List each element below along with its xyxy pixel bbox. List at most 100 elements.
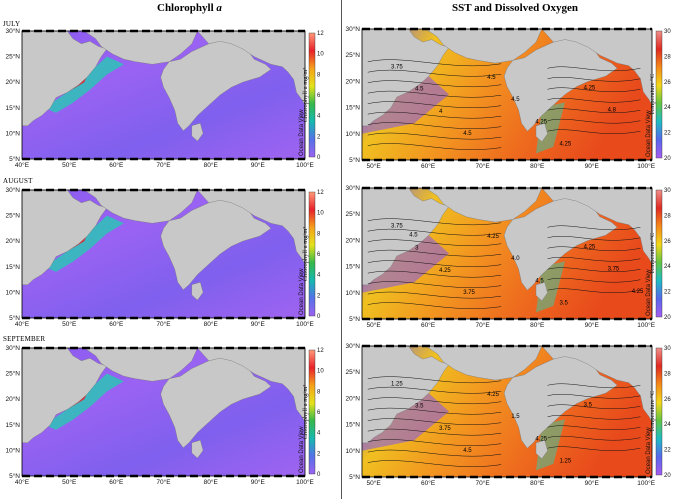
contour-label: 4.25 — [439, 268, 451, 274]
colorbar-title: Chlorophyll a mg/m³ — [302, 227, 309, 282]
lat-tick-label: 5°N — [9, 155, 20, 163]
lat-tick-label: 5°N — [349, 315, 360, 323]
lon-tick-label: 90°E — [251, 478, 266, 486]
colorbar-tick-label: 10 — [317, 52, 324, 58]
lon-tick-label: 70°E — [476, 162, 491, 170]
colorbar-title: Temperature °C — [649, 74, 656, 115]
colorbar-title: Chlorophyll a mg/m³ — [302, 385, 309, 440]
contour-label: 4.8 — [608, 108, 617, 114]
map-frame — [21, 347, 306, 477]
colorbar-tick-label: 24 — [664, 264, 671, 270]
contour-label: 1.25 — [391, 381, 403, 387]
lon-tick-label: 90°E — [585, 321, 600, 329]
sst-map-july: 3.75 4.5 4 4.5 4.5 4.5 4.25 4.25 4.25 4.8 30°N 25°N… — [345, 26, 671, 170]
odv-credit: Ocean Data View — [299, 268, 305, 315]
contour-label: 4 — [439, 109, 443, 115]
lat-tick-label: 15°N — [5, 263, 20, 271]
coastal-upwelling-band — [44, 373, 124, 430]
colorbar-tick-label: 2 — [317, 293, 321, 299]
colorbar-tick-label: 26 — [664, 239, 671, 245]
lat-tick-label: 25°N — [345, 51, 360, 59]
month-label-september: SEPTEMBER — [3, 335, 46, 343]
iran-landmass — [425, 345, 543, 381]
contour-label: 3.5 — [415, 404, 424, 410]
lat-tick-label: 5°N — [9, 314, 20, 322]
iran-landmass — [425, 187, 543, 223]
contour-label: 3.75 — [439, 426, 451, 432]
colorbar-tick-label: 6 — [317, 93, 321, 99]
month-label-july: JULY — [3, 20, 21, 28]
contour-label: 3.75 — [391, 223, 403, 229]
oxygen-contour-lines — [367, 218, 641, 309]
lat-tick-label: 15°N — [345, 421, 360, 429]
contour-label: 3.5 — [560, 301, 569, 307]
odv-credit: Ocean Data View — [299, 109, 305, 156]
colorbar-tick-label: 28 — [664, 213, 671, 219]
contour-label: 4.5 — [511, 97, 520, 103]
lon-tick-label: 90°E — [585, 479, 600, 487]
contour-label: 4.25 — [487, 234, 499, 240]
colorbar-title: Chlorophyll a mg/m³ — [302, 68, 309, 123]
lon-tick-label: 40°E — [15, 320, 30, 328]
contour-label: 3 — [415, 246, 419, 252]
lon-tick-label: 50°E — [367, 321, 382, 329]
colorbar-tick-label: 24 — [664, 105, 671, 111]
colorbar-title: Temperature °C — [649, 233, 656, 274]
lon-tick-label: 60°E — [421, 321, 436, 329]
asia-mainland-landmass — [541, 345, 653, 423]
lat-tick-label: 20°N — [345, 77, 360, 85]
arabia-landmass — [21, 189, 108, 285]
odv-credit: Ocean Data View — [646, 110, 652, 157]
lon-tick-label: 80°E — [530, 321, 545, 329]
colorbar-tick-label: 6 — [317, 410, 321, 416]
sri-lanka-landmass — [535, 282, 548, 301]
contour-label: 4.25 — [535, 436, 547, 442]
contour-label: 3.5 — [584, 402, 593, 408]
colorbar — [308, 32, 316, 158]
lat-tick-label: 25°N — [345, 210, 360, 218]
lon-tick-label: 70°E — [156, 478, 171, 486]
colorbar-tick-label: 0 — [317, 314, 321, 320]
colorbar-tick-label: 26 — [664, 80, 671, 86]
colorbar-tick-label: 4 — [317, 114, 321, 120]
sri-lanka-landmass — [191, 281, 204, 301]
colorbar-tick-label: 2 — [317, 451, 321, 457]
asia-mainland-landmass — [197, 189, 306, 265]
odv-credit: Ocean Data View — [646, 269, 652, 316]
lat-tick-label: 15°N — [5, 104, 20, 112]
colorbar-tick-label: 0 — [317, 472, 321, 478]
arabia-landmass — [21, 347, 108, 443]
lat-tick-label: 15°N — [5, 421, 20, 429]
cool-sri-lanka-area — [536, 102, 565, 154]
lat-tick-label: 15°N — [345, 263, 360, 271]
contour-label: 4.25 — [584, 85, 596, 91]
lat-tick-label: 25°N — [5, 53, 20, 61]
colorbar — [308, 191, 316, 317]
contour-label: 3.75 — [391, 64, 403, 70]
cool-sri-lanka-area — [536, 261, 565, 313]
lon-tick-label: 40°E — [15, 478, 30, 486]
lat-tick-label: 5°N — [9, 472, 20, 480]
colorbar — [655, 189, 663, 318]
map-frame — [21, 30, 306, 160]
colorbar-tick-label: 10 — [317, 369, 324, 375]
colorbar-tick-label: 20 — [664, 473, 671, 479]
lat-tick-label: 10°N — [345, 130, 360, 138]
chl-map-september: 30°N 25°N 20°N 15°N 10°N 5°N40°E 50°E 60°E 70°E 8… — [5, 345, 324, 486]
colorbar-tick-label: 6 — [317, 252, 321, 258]
colorbar-tick-label: 0 — [317, 155, 321, 161]
lon-tick-label: 80°E — [204, 161, 219, 169]
asia-mainland-landmass — [197, 30, 306, 106]
colorbar-tick-label: 22 — [664, 290, 671, 296]
lon-tick-label: 100°E — [637, 162, 655, 170]
colorbar-tick-label: 4 — [317, 431, 321, 437]
colorbar-tick-label: 28 — [664, 371, 671, 377]
lon-tick-label: 100°E — [296, 320, 314, 328]
lat-tick-label: 20°N — [345, 394, 360, 402]
contour-label: 3.75 — [463, 290, 475, 296]
lat-tick-label: 20°N — [5, 78, 20, 86]
chl-map-july: 30°N 25°N 20°N 15°N 10°N 5°N40°E 50°E 60°E 70°E 8… — [5, 28, 324, 169]
colorbar — [308, 349, 316, 475]
left-title-italic: a — [216, 2, 222, 14]
colorbar-title: Temperature °C — [649, 391, 656, 432]
